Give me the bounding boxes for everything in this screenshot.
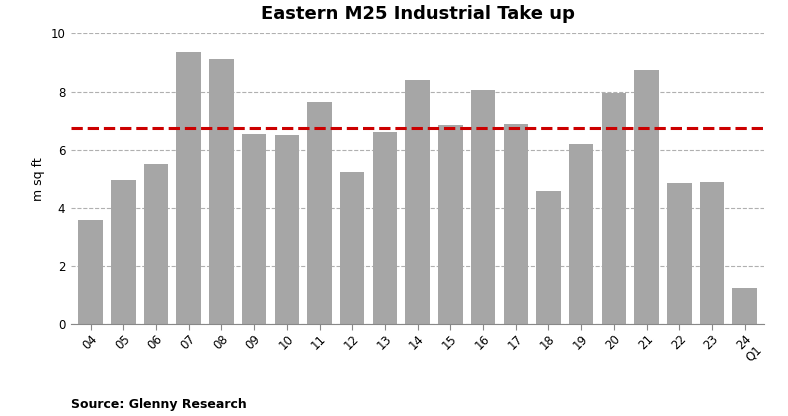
Bar <box>601 93 626 324</box>
Bar <box>340 171 365 324</box>
Bar <box>274 135 299 324</box>
Bar <box>242 134 266 324</box>
Y-axis label: m sq ft: m sq ft <box>32 157 45 201</box>
Bar <box>634 69 659 324</box>
Bar <box>209 59 234 324</box>
Bar <box>177 52 201 324</box>
Bar <box>470 90 496 324</box>
Bar <box>438 125 463 324</box>
Text: Source: Glenny Research: Source: Glenny Research <box>71 398 247 411</box>
Bar <box>504 124 528 324</box>
Bar <box>307 102 332 324</box>
Bar <box>700 182 724 324</box>
Bar <box>111 180 136 324</box>
Title: Eastern M25 Industrial Take up: Eastern M25 Industrial Take up <box>261 5 574 23</box>
Bar <box>733 288 757 324</box>
Bar <box>667 183 692 324</box>
Bar <box>143 164 168 324</box>
Bar <box>78 220 102 324</box>
Bar <box>536 191 561 324</box>
Bar <box>373 132 397 324</box>
Bar <box>569 144 593 324</box>
Bar <box>405 80 430 324</box>
